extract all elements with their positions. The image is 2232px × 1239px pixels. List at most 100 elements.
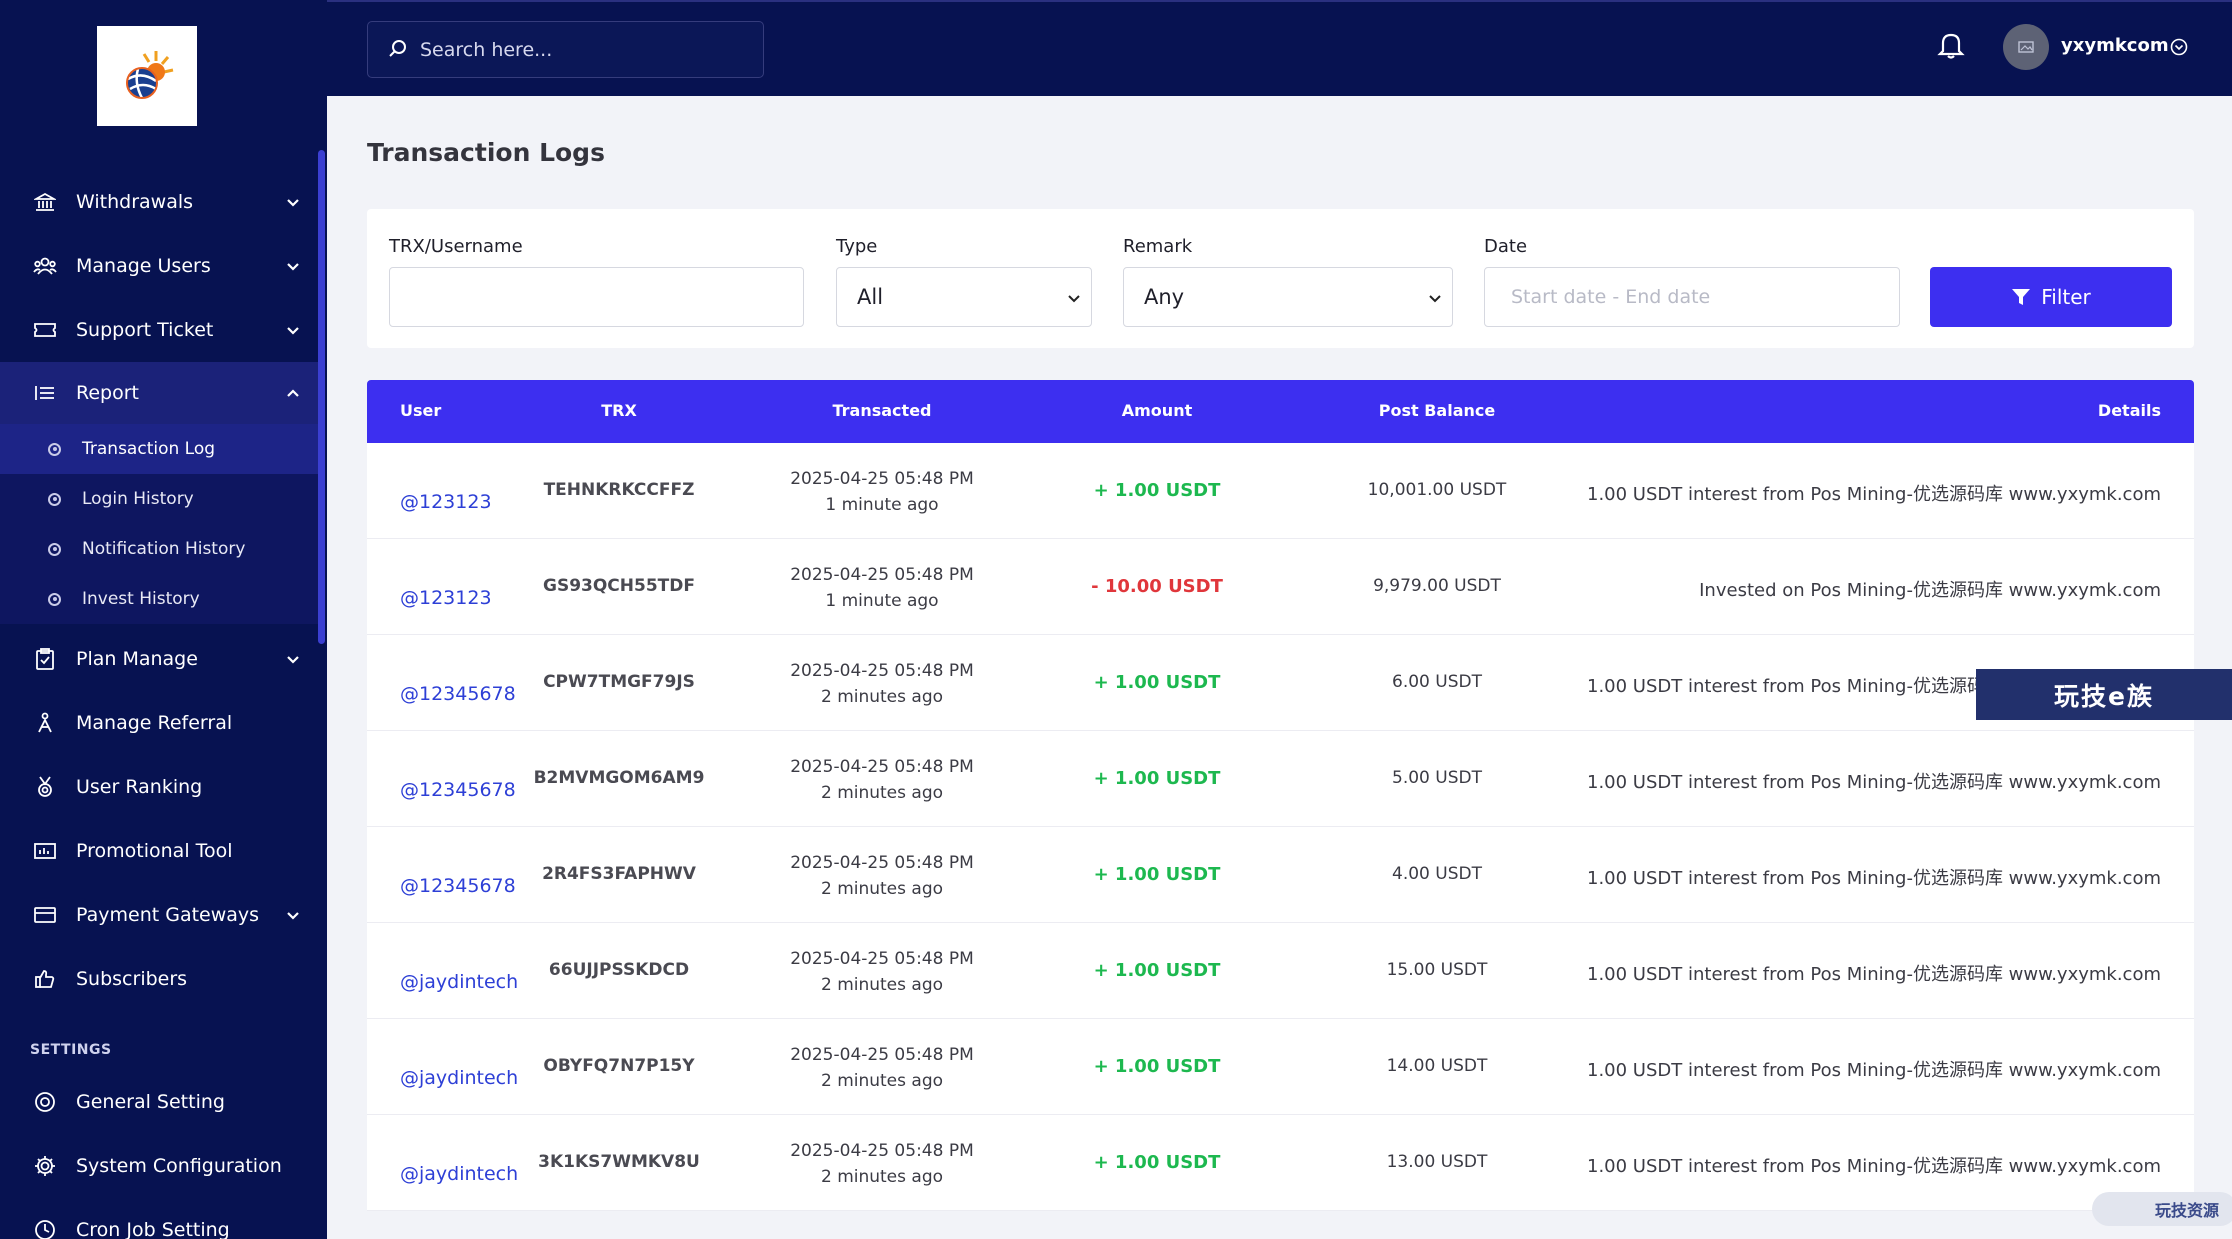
sidebar-item-cron-job-setting[interactable]: Cron Job Setting bbox=[0, 1199, 318, 1239]
trx-username-input[interactable] bbox=[389, 267, 804, 327]
details: Invested on Pos Mining-优选源码库 www.yxymk.c… bbox=[1699, 580, 2161, 601]
sidebar-item-user-ranking[interactable]: User Ranking bbox=[0, 756, 318, 818]
user-link[interactable]: @12345678 bbox=[400, 683, 516, 705]
table-row: @12345678 B2MVMGOM6AM9 2025-04-25 05:48 … bbox=[367, 731, 2194, 827]
column-header-transacted[interactable]: Transacted bbox=[832, 401, 932, 420]
transacted-time: 2025-04-25 05:48 PM 1 minute ago bbox=[777, 466, 987, 518]
date-range-input[interactable]: Start date - End date bbox=[1484, 267, 1900, 327]
topbar: yxymkcom bbox=[327, 0, 2232, 96]
sidebar-item-report[interactable]: Report bbox=[0, 362, 318, 424]
transacted-date: 2025-04-25 05:48 PM bbox=[790, 853, 974, 873]
clock-icon bbox=[32, 1217, 58, 1239]
table-row: @jaydintech OBYFQ7N7P15Y 2025-04-25 05:4… bbox=[367, 1019, 2194, 1115]
sidebar-subitem-login-history[interactable]: Login History bbox=[0, 474, 318, 524]
column-header-post-balance[interactable]: Post Balance bbox=[1378, 401, 1496, 420]
sidebar-item-system-configuration[interactable]: System Configuration bbox=[0, 1135, 318, 1197]
watermark-badge: 玩技e族 bbox=[1976, 669, 2232, 720]
logo[interactable] bbox=[97, 26, 197, 126]
column-header-details[interactable]: Details bbox=[2097, 401, 2161, 420]
trx-id: TEHNKRKCCFFZ bbox=[543, 480, 695, 500]
avatar[interactable] bbox=[2003, 24, 2049, 70]
details: 1.00 USDT interest from Pos Mining-优选源码库… bbox=[1587, 772, 2161, 793]
sidebar-section-settings: SETTINGS bbox=[30, 1042, 112, 1058]
amount: + 1.00 USDT bbox=[1093, 960, 1221, 981]
transacted-ago: 2 minutes ago bbox=[820, 1071, 944, 1091]
transacted-time: 2025-04-25 05:48 PM 2 minutes ago bbox=[777, 1042, 987, 1094]
user-link[interactable]: @12345678 bbox=[400, 875, 516, 897]
table-row: @123123 GS93QCH55TDF 2025-04-25 05:48 PM… bbox=[367, 539, 2194, 635]
chevron-circle-down-icon[interactable] bbox=[2170, 38, 2188, 56]
sidebar-item-label: Support Ticket bbox=[76, 319, 214, 341]
transacted-ago: 2 minutes ago bbox=[820, 975, 944, 995]
logo-icon bbox=[126, 51, 174, 99]
ticket-icon bbox=[32, 317, 58, 343]
post-balance: 6.00 USDT bbox=[1392, 672, 1482, 692]
post-balance: 10,001.00 USDT bbox=[1367, 480, 1507, 500]
sidebar-item-withdrawals[interactable]: Withdrawals bbox=[0, 171, 318, 233]
transacted-time: 2025-04-25 05:48 PM 2 minutes ago bbox=[777, 754, 987, 806]
chevron-down-icon bbox=[287, 912, 299, 920]
search-box[interactable] bbox=[367, 21, 764, 78]
user-link[interactable]: @jaydintech bbox=[400, 1067, 519, 1089]
sidebar-item-support-ticket[interactable]: Support Ticket bbox=[0, 299, 318, 361]
details: 1.00 USDT interest from Pos Mining-优选源码库… bbox=[1587, 964, 2161, 985]
column-header-amount[interactable]: Amount bbox=[1121, 401, 1193, 420]
amount: + 1.00 USDT bbox=[1093, 1152, 1221, 1173]
transacted-ago: 2 minutes ago bbox=[820, 879, 944, 899]
transacted-time: 2025-04-25 05:48 PM 2 minutes ago bbox=[777, 850, 987, 902]
sidebar-item-label: Manage Users bbox=[76, 255, 211, 277]
transacted-date: 2025-04-25 05:48 PM bbox=[790, 661, 974, 681]
amount: + 1.00 USDT bbox=[1093, 768, 1221, 789]
sidebar-item-promotional-tool[interactable]: Promotional Tool bbox=[0, 820, 318, 882]
user-link[interactable]: @123123 bbox=[400, 491, 492, 513]
details: 1.00 USDT interest from Pos Mining-优选源码库… bbox=[1587, 484, 2161, 505]
search-icon bbox=[389, 40, 406, 57]
card-icon bbox=[32, 902, 58, 928]
circle-icon bbox=[48, 592, 61, 606]
sidebar-item-label: Withdrawals bbox=[76, 191, 194, 213]
sidebar-subitem-transaction-log[interactable]: Transaction Log bbox=[0, 424, 318, 474]
filter-button[interactable]: Filter bbox=[1930, 267, 2172, 327]
transacted-time: 2025-04-25 05:48 PM 1 minute ago bbox=[777, 562, 987, 614]
transacted-date: 2025-04-25 05:48 PM bbox=[790, 565, 974, 585]
sidebar-subitem-label: Invest History bbox=[82, 589, 200, 609]
sidebar-item-label: User Ranking bbox=[76, 776, 203, 798]
column-header-trx[interactable]: TRX bbox=[601, 401, 637, 420]
column-header-user[interactable]: User bbox=[400, 401, 442, 420]
trx-id: GS93QCH55TDF bbox=[543, 576, 695, 596]
sidebar-item-manage-referral[interactable]: Manage Referral bbox=[0, 692, 318, 754]
sidebar-scrollbar[interactable] bbox=[318, 150, 325, 644]
user-link[interactable]: @12345678 bbox=[400, 779, 516, 801]
sidebar-subitem-invest-history[interactable]: Invest History bbox=[0, 574, 318, 624]
amount: + 1.00 USDT bbox=[1093, 864, 1221, 885]
sidebar-subitem-notification-history[interactable]: Notification History bbox=[0, 524, 318, 574]
table-row: @jaydintech 3K1KS7WMKV8U 2025-04-25 05:4… bbox=[367, 1115, 2194, 1211]
sidebar-item-payment-gateways[interactable]: Payment Gateways bbox=[0, 884, 318, 946]
sidebar-item-manage-users[interactable]: Manage Users bbox=[0, 235, 318, 297]
user-link[interactable]: @123123 bbox=[400, 587, 492, 609]
user-link[interactable]: @jaydintech bbox=[400, 1163, 519, 1185]
transacted-time: 2025-04-25 05:48 PM 2 minutes ago bbox=[777, 1138, 987, 1190]
user-link[interactable]: @jaydintech bbox=[400, 971, 519, 993]
user-name[interactable]: yxymkcom bbox=[2061, 35, 2169, 56]
sidebar-item-label: Promotional Tool bbox=[76, 840, 233, 862]
sidebar-item-subscribers[interactable]: Subscribers bbox=[0, 948, 318, 1010]
type-select[interactable]: All bbox=[836, 267, 1092, 327]
transacted-ago: 2 minutes ago bbox=[820, 783, 944, 803]
search-input[interactable] bbox=[420, 34, 750, 66]
chevron-up-icon bbox=[287, 389, 299, 397]
filter-button-label: Filter bbox=[2041, 285, 2091, 309]
post-balance: 13.00 USDT bbox=[1386, 1152, 1488, 1172]
bell-icon[interactable] bbox=[1937, 30, 1965, 60]
date-label: Date bbox=[1484, 236, 1528, 257]
table-header: User TRX Transacted Amount Post Balance … bbox=[367, 380, 2194, 443]
sidebar-item-general-setting[interactable]: General Setting bbox=[0, 1071, 318, 1133]
transacted-ago: 1 minute ago bbox=[825, 495, 939, 515]
sidebar-item-plan-manage[interactable]: Plan Manage bbox=[0, 628, 318, 690]
sidebar-item-label: Plan Manage bbox=[76, 648, 198, 670]
sidebar-item-label: Report bbox=[76, 382, 139, 404]
transaction-table: User TRX Transacted Amount Post Balance … bbox=[367, 380, 2194, 1211]
transacted-date: 2025-04-25 05:48 PM bbox=[790, 949, 974, 969]
remark-select[interactable]: Any bbox=[1123, 267, 1453, 327]
chevron-down-icon bbox=[287, 656, 299, 664]
